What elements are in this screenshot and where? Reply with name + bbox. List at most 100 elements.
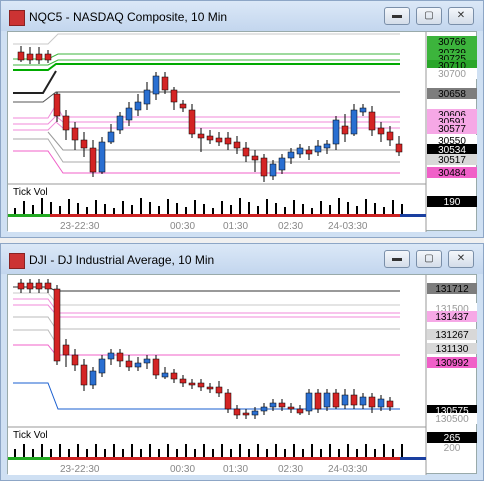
level-line-pink xyxy=(13,150,400,174)
chart-area[interactable]: Tick Vol 23-22:30 00:30 01:30 02:30 24-03:30 1… xyxy=(7,274,477,475)
volume-bar xyxy=(122,201,124,214)
candle-body xyxy=(161,76,169,91)
candle-body xyxy=(143,358,151,364)
volume-bar xyxy=(131,205,133,214)
volume-bar xyxy=(140,198,142,214)
volume-bar xyxy=(167,199,169,214)
volume-bar xyxy=(302,449,304,457)
candle-body xyxy=(386,400,394,408)
app-icon xyxy=(9,10,25,26)
price-label: 30550 xyxy=(438,136,466,147)
plot-background xyxy=(8,275,426,475)
volume-bar xyxy=(365,444,367,457)
candle-body xyxy=(215,137,223,143)
price-label: 30591 xyxy=(438,117,466,128)
candle-body xyxy=(251,410,259,416)
close-button[interactable]: ✕ xyxy=(448,7,474,25)
volume-bar xyxy=(284,207,286,214)
volume-bar xyxy=(365,199,367,214)
volume-bar xyxy=(176,203,178,214)
candle-body xyxy=(269,163,277,177)
volume-bar xyxy=(293,444,295,457)
candle-body xyxy=(368,111,376,131)
time-label: 24-03:30 xyxy=(328,464,368,475)
volume-bar xyxy=(59,444,61,457)
candle-body xyxy=(188,109,196,135)
price-label: 131437 xyxy=(435,312,469,323)
candle-body xyxy=(134,101,142,111)
volume-bar xyxy=(374,449,376,457)
title-bar[interactable]: NQC5 - NASDAQ Composite, 10 Min ▬ ▢ ✕ xyxy=(1,1,483,31)
volume-bar xyxy=(41,444,43,457)
candle-body xyxy=(323,392,331,408)
candle-body xyxy=(53,288,61,362)
chart-window-dji: DJI - DJ Industrial Average, 10 Min ▬ ▢ … xyxy=(0,243,484,481)
close-button[interactable]: ✕ xyxy=(448,250,474,268)
candle-body xyxy=(17,282,25,290)
candle-body xyxy=(260,406,268,412)
candle-body xyxy=(332,119,340,145)
price-label-bg xyxy=(427,167,477,178)
candle-body xyxy=(152,358,160,376)
minimize-button[interactable]: ▬ xyxy=(384,250,410,268)
restore-button[interactable]: ▢ xyxy=(416,250,442,268)
volume-bar xyxy=(338,198,340,214)
candle-body xyxy=(215,386,223,394)
volume-bar xyxy=(374,203,376,214)
time-label: 01:30 xyxy=(223,221,248,232)
chart-area[interactable]: Tick Vol 23-22:30 00:30 01:30 02:30 24-03:30 3… xyxy=(7,31,477,232)
candle-body xyxy=(332,392,340,408)
candle-body xyxy=(179,378,187,384)
candle-body xyxy=(377,127,385,135)
volume-bar xyxy=(23,444,25,457)
volume-value-bg xyxy=(427,432,477,443)
volume-bar xyxy=(194,449,196,457)
candle-body xyxy=(359,396,367,406)
candle-body xyxy=(305,392,313,412)
session-strip-green xyxy=(8,457,50,460)
candle-body xyxy=(233,408,241,416)
price-label-bg xyxy=(427,135,477,146)
volume-bar xyxy=(383,207,385,214)
volume-bar xyxy=(104,204,106,214)
price-chart: Tick Vol 23-22:30 00:30 01:30 02:30 24-03:30 1… xyxy=(8,275,477,475)
price-label: 30484 xyxy=(438,168,466,179)
candle-body xyxy=(107,131,115,143)
price-chart: Tick Vol 23-22:30 00:30 01:30 02:30 24-03:30 3… xyxy=(8,32,477,232)
volume-bar xyxy=(275,444,277,457)
candle-body xyxy=(287,151,295,159)
candle-body xyxy=(260,157,268,177)
volume-bar xyxy=(230,449,232,457)
volume-bar xyxy=(14,449,16,457)
candle-body xyxy=(17,51,25,61)
volume-bar xyxy=(401,444,403,457)
price-label-bg xyxy=(427,329,477,340)
price-label: 30700 xyxy=(438,69,466,80)
volume-bar xyxy=(329,205,331,214)
price-label: 130500 xyxy=(435,414,469,425)
volume-bar xyxy=(50,202,52,214)
volume-bar xyxy=(239,444,241,457)
volume-bar xyxy=(86,207,88,214)
volume-bar xyxy=(257,206,259,214)
volume-bar xyxy=(320,449,322,457)
volume-bar xyxy=(320,201,322,214)
candle-body xyxy=(107,352,115,360)
volume-bar xyxy=(122,449,124,457)
volume-bar xyxy=(266,449,268,457)
level-line-dark xyxy=(13,70,57,94)
restore-button[interactable]: ▢ xyxy=(416,7,442,25)
level-line-pink xyxy=(13,304,400,318)
candle-body xyxy=(134,362,142,368)
candle-body xyxy=(170,89,178,103)
volume-bar xyxy=(203,444,205,457)
minimize-button[interactable]: ▬ xyxy=(384,7,410,25)
candle-body xyxy=(170,372,178,380)
volume-bar xyxy=(212,449,214,457)
time-label: 23-22:30 xyxy=(60,464,100,475)
title-bar[interactable]: DJI - DJ Industrial Average, 10 Min ▬ ▢ … xyxy=(1,244,483,274)
candle-body xyxy=(206,386,214,390)
volume-bar xyxy=(185,444,187,457)
volume-label: Tick Vol xyxy=(13,187,48,198)
volume-bar xyxy=(356,449,358,457)
